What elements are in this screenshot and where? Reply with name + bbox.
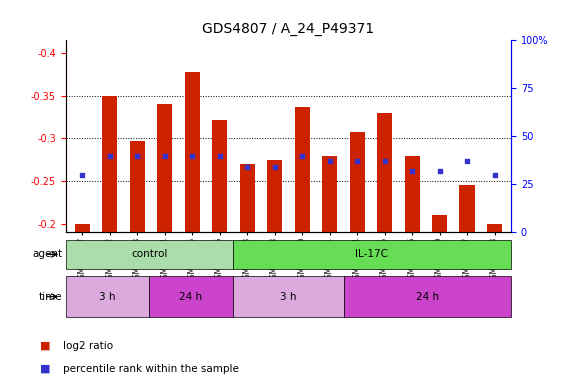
Bar [349,132,365,232]
Point [297,152,307,159]
Bar [344,276,511,317]
Bar [149,276,233,317]
Point [490,172,499,178]
Point [352,158,361,164]
Point [408,168,417,174]
Bar [377,113,392,232]
Bar [322,156,337,232]
Text: control: control [131,249,167,260]
Bar [66,240,233,269]
Bar [184,72,200,232]
Text: 3 h: 3 h [99,291,116,302]
Point [243,164,252,170]
Bar [432,215,447,232]
Text: 24 h: 24 h [179,291,203,302]
Bar [240,164,255,232]
Point [187,152,196,159]
Point [132,152,142,159]
Point [160,152,169,159]
Point [325,158,334,164]
Text: IL-17C: IL-17C [355,249,388,260]
Text: ■: ■ [40,364,50,374]
Bar [75,224,90,232]
Point [463,158,472,164]
Bar [66,276,149,317]
Bar [212,120,227,232]
Text: time: time [39,291,63,302]
Text: 3 h: 3 h [280,291,296,302]
Bar [233,240,511,269]
Bar [404,156,420,232]
Text: percentile rank within the sample: percentile rank within the sample [63,364,239,374]
Point [215,152,224,159]
Text: 24 h: 24 h [416,291,439,302]
Bar [130,141,144,232]
Bar [233,276,344,317]
Bar [460,185,475,232]
Bar [267,160,282,232]
Bar [102,96,117,232]
Text: ■: ■ [40,341,50,351]
Text: agent: agent [33,249,63,260]
Point [270,164,279,170]
Point [78,172,87,178]
Bar [157,104,172,232]
Text: log2 ratio: log2 ratio [63,341,113,351]
Bar [487,224,502,232]
Bar [295,107,309,232]
Point [435,168,444,174]
Point [380,158,389,164]
Point [105,152,114,159]
Text: GDS4807 / A_24_P49371: GDS4807 / A_24_P49371 [202,23,375,36]
